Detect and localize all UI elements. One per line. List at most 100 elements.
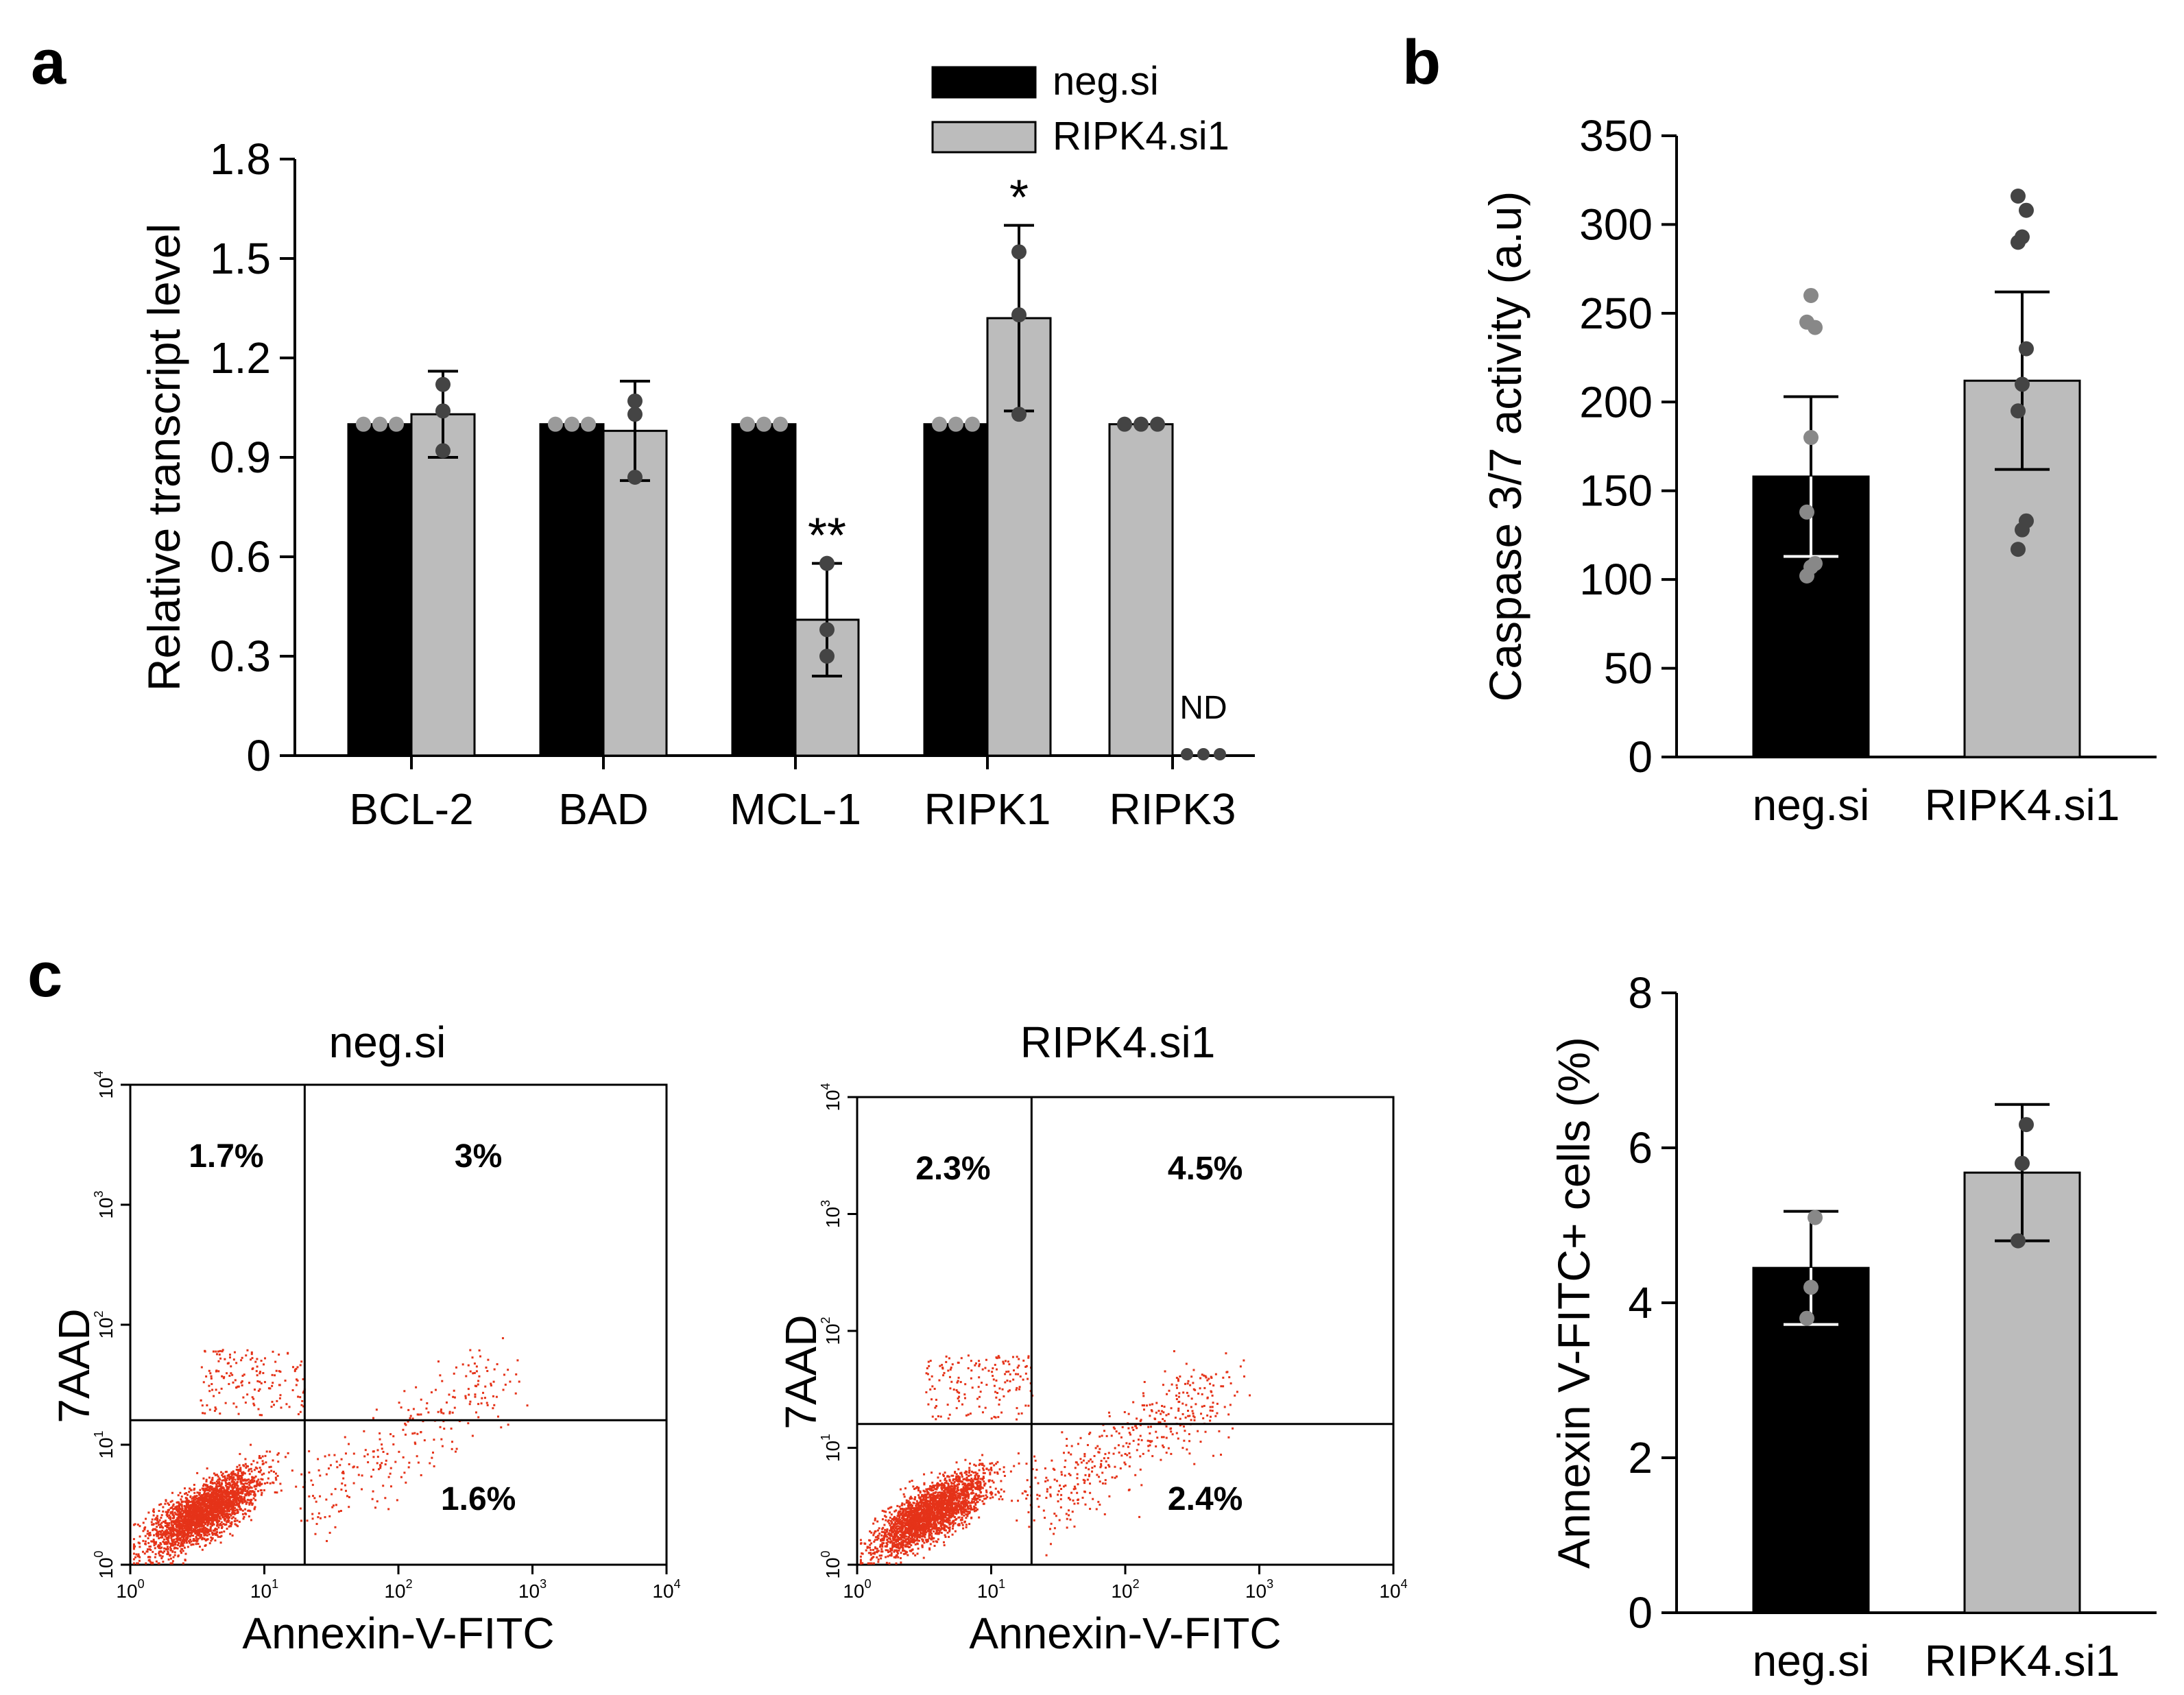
flow-point	[877, 1558, 880, 1561]
flow-point	[211, 1533, 214, 1536]
flow-point	[231, 1534, 234, 1537]
data-point-a	[819, 649, 835, 664]
flow-point	[207, 1513, 210, 1515]
flow-point	[258, 1483, 261, 1486]
flow-point	[152, 1550, 154, 1553]
flow-point	[384, 1463, 387, 1466]
flow-point	[890, 1530, 893, 1532]
flow-point	[291, 1469, 293, 1472]
flow-point	[300, 1473, 303, 1476]
flow-point	[883, 1515, 886, 1517]
flow-point	[230, 1517, 233, 1519]
flow-point	[168, 1532, 171, 1535]
flow-point	[190, 1534, 193, 1537]
flow-point	[259, 1380, 261, 1383]
flow-point	[219, 1510, 222, 1513]
flow-point	[230, 1521, 233, 1524]
flow-point	[507, 1369, 509, 1371]
flow-point	[293, 1369, 296, 1371]
flow-point	[236, 1519, 239, 1522]
flow-point	[948, 1495, 951, 1498]
flow-point	[241, 1356, 243, 1359]
flow-point	[885, 1519, 887, 1522]
flow-point	[208, 1384, 211, 1387]
flow-point	[175, 1547, 178, 1550]
flow-point	[955, 1505, 958, 1508]
flow-point	[966, 1491, 969, 1494]
flow-point	[943, 1526, 946, 1528]
flow-point	[235, 1386, 238, 1389]
flow-point	[977, 1482, 980, 1484]
flow-point	[180, 1498, 182, 1501]
flow-point	[889, 1548, 891, 1550]
flow-point	[261, 1463, 264, 1465]
flow-point	[966, 1511, 969, 1513]
flow-point	[372, 1490, 374, 1493]
flow-point	[198, 1493, 201, 1495]
flow-point	[963, 1509, 966, 1512]
flow-point	[937, 1484, 940, 1487]
flow-point	[211, 1506, 213, 1508]
flow-point	[211, 1524, 213, 1527]
flow-point	[224, 1479, 227, 1482]
flow-point	[939, 1529, 941, 1532]
flow-point	[238, 1464, 241, 1467]
flow-point	[933, 1500, 936, 1502]
flow-point	[965, 1517, 968, 1519]
flow-x-tick-label: 103	[518, 1577, 547, 1602]
flow-point	[243, 1373, 245, 1376]
flow-point	[471, 1434, 474, 1437]
flow-point	[924, 1536, 926, 1539]
flow-point	[158, 1550, 160, 1553]
flow-point	[160, 1536, 163, 1539]
flow-point	[158, 1552, 160, 1554]
flow-point	[299, 1364, 302, 1367]
flow-point	[221, 1350, 224, 1353]
flow-point	[472, 1372, 475, 1375]
flow-point	[903, 1530, 906, 1533]
flow-point	[486, 1404, 489, 1406]
data-point-a	[627, 470, 643, 485]
flow-point	[260, 1493, 263, 1496]
flow-point	[167, 1511, 169, 1513]
flow-point	[970, 1508, 972, 1511]
flow-point	[955, 1475, 958, 1478]
data-point-a	[1214, 748, 1226, 760]
flow-point	[160, 1543, 163, 1546]
flow-point	[904, 1550, 907, 1553]
flow-point	[317, 1458, 320, 1460]
flow-point	[883, 1524, 886, 1526]
flow-point	[914, 1525, 917, 1528]
flow-point	[180, 1495, 183, 1498]
flow-point	[199, 1519, 202, 1522]
flow-point	[879, 1546, 882, 1548]
flow-point	[923, 1511, 926, 1513]
flow-point	[237, 1385, 239, 1388]
flow-point	[271, 1384, 274, 1387]
flow-point	[402, 1428, 405, 1431]
flow-point	[171, 1544, 173, 1547]
flow-point	[244, 1402, 247, 1404]
panel-label-a: a	[31, 27, 67, 97]
flow-point	[193, 1517, 195, 1520]
flow-point	[278, 1384, 281, 1386]
flow-point	[173, 1515, 176, 1517]
flow-point	[193, 1522, 196, 1524]
flow-point	[325, 1498, 328, 1501]
flow-point	[177, 1501, 180, 1504]
flow-point	[995, 1463, 998, 1465]
flow-point	[408, 1461, 411, 1464]
flow-point	[227, 1514, 230, 1517]
flow-point	[452, 1395, 455, 1398]
flow-point	[257, 1408, 260, 1410]
flow-point	[256, 1483, 259, 1486]
flow-point	[195, 1508, 197, 1511]
flow-point	[477, 1380, 480, 1382]
flow-point	[296, 1379, 299, 1382]
flow-point	[163, 1550, 166, 1552]
flow-point	[226, 1479, 228, 1482]
flow-point	[915, 1487, 917, 1489]
flow-point	[154, 1553, 157, 1556]
flow-point	[909, 1480, 911, 1483]
flow-point	[170, 1524, 173, 1526]
